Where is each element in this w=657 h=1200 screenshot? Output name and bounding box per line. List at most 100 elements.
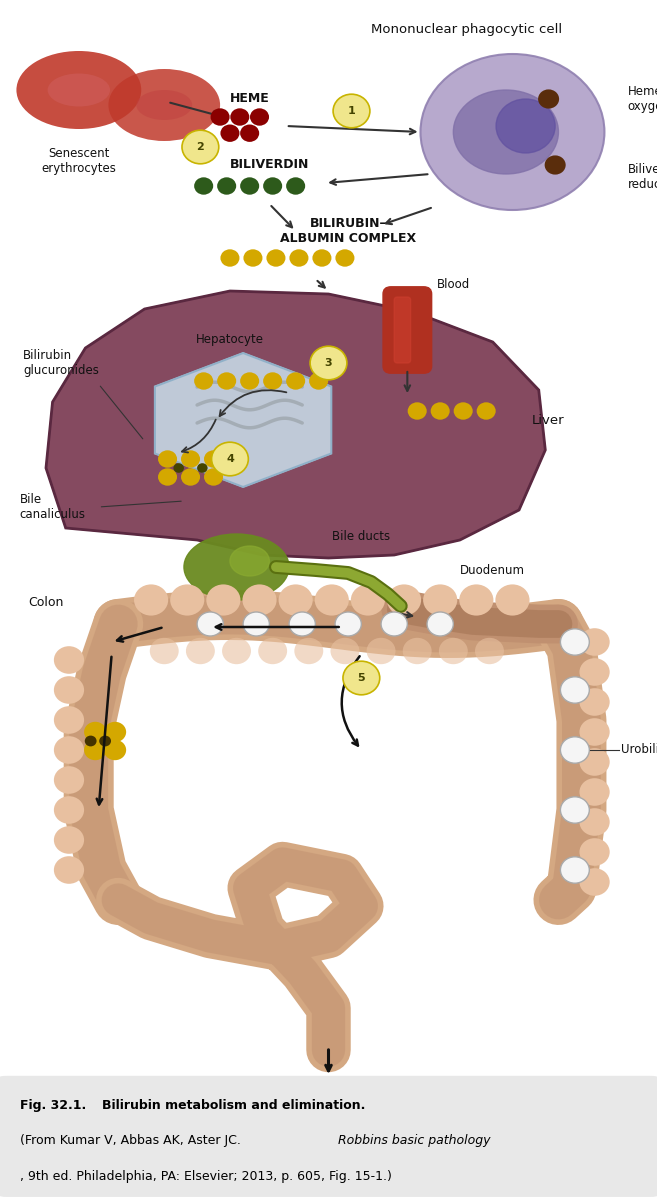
Circle shape	[560, 737, 589, 763]
Circle shape	[315, 584, 349, 616]
Text: Liver: Liver	[532, 414, 565, 426]
Circle shape	[310, 346, 347, 379]
Ellipse shape	[48, 73, 110, 107]
Text: 4: 4	[226, 454, 234, 464]
Circle shape	[240, 178, 259, 194]
Circle shape	[343, 661, 380, 695]
Circle shape	[54, 826, 84, 854]
Circle shape	[54, 766, 84, 794]
Text: Robbins basic pathology: Robbins basic pathology	[338, 1134, 491, 1147]
Text: Mononuclear phagocytic cell: Mononuclear phagocytic cell	[371, 24, 562, 36]
Circle shape	[427, 612, 453, 636]
Circle shape	[197, 612, 223, 636]
FancyBboxPatch shape	[394, 298, 411, 362]
Circle shape	[579, 688, 610, 715]
Circle shape	[560, 629, 589, 655]
Circle shape	[495, 584, 530, 616]
Text: , 9th ed. Philadelphia, PA: Elsevier; 2013, p. 605, Fig. 15-1.): , 9th ed. Philadelphia, PA: Elsevier; 20…	[20, 1170, 392, 1183]
Ellipse shape	[496, 98, 555, 152]
Circle shape	[258, 637, 287, 665]
Circle shape	[194, 372, 213, 390]
Circle shape	[335, 612, 361, 636]
FancyBboxPatch shape	[383, 287, 432, 373]
Circle shape	[267, 250, 285, 266]
Ellipse shape	[108, 68, 220, 140]
Text: Bile ducts: Bile ducts	[332, 530, 390, 544]
Circle shape	[250, 108, 269, 126]
Circle shape	[381, 612, 407, 636]
Circle shape	[210, 108, 230, 126]
Text: 1: 1	[348, 106, 355, 116]
Text: Blood: Blood	[437, 278, 470, 292]
Circle shape	[335, 250, 355, 266]
Circle shape	[579, 869, 610, 895]
Text: Colon: Colon	[28, 596, 64, 610]
Circle shape	[313, 250, 332, 266]
Circle shape	[197, 463, 208, 473]
Circle shape	[475, 637, 504, 665]
Circle shape	[309, 372, 328, 390]
Circle shape	[279, 584, 313, 616]
Polygon shape	[155, 353, 331, 487]
Text: Biliverdin
reductase: Biliverdin reductase	[627, 163, 657, 191]
Circle shape	[243, 612, 269, 636]
Circle shape	[403, 637, 432, 665]
Circle shape	[220, 125, 239, 142]
Circle shape	[477, 402, 496, 420]
Circle shape	[206, 584, 240, 616]
Circle shape	[560, 857, 589, 883]
Circle shape	[217, 372, 237, 390]
Text: 3: 3	[325, 358, 332, 368]
Text: Urobilinogen: Urobilinogen	[621, 744, 657, 756]
Circle shape	[85, 736, 97, 746]
Circle shape	[286, 178, 305, 194]
Circle shape	[230, 108, 250, 126]
Circle shape	[54, 797, 84, 823]
Circle shape	[289, 250, 309, 266]
Circle shape	[194, 178, 213, 194]
Circle shape	[579, 749, 610, 775]
Circle shape	[204, 450, 223, 468]
Circle shape	[182, 130, 219, 163]
Circle shape	[333, 95, 370, 127]
Circle shape	[212, 443, 248, 475]
Circle shape	[158, 450, 177, 468]
Circle shape	[84, 739, 106, 761]
Circle shape	[54, 857, 84, 883]
Circle shape	[54, 706, 84, 733]
Circle shape	[134, 584, 168, 616]
Text: BILIRUBIN–
ALBUMIN COMPLEX: BILIRUBIN– ALBUMIN COMPLEX	[280, 217, 417, 245]
Circle shape	[54, 736, 84, 764]
Polygon shape	[46, 290, 545, 558]
Circle shape	[407, 402, 427, 420]
Text: Hepatocyte: Hepatocyte	[196, 332, 264, 346]
Circle shape	[387, 584, 421, 616]
Circle shape	[439, 637, 468, 665]
Circle shape	[579, 809, 610, 835]
Circle shape	[204, 468, 223, 486]
Text: HEME: HEME	[230, 92, 269, 106]
FancyBboxPatch shape	[0, 1076, 657, 1196]
Circle shape	[459, 584, 493, 616]
Circle shape	[560, 677, 589, 703]
Circle shape	[243, 250, 263, 266]
Circle shape	[220, 250, 239, 266]
Ellipse shape	[420, 54, 604, 210]
Circle shape	[104, 739, 126, 761]
Circle shape	[579, 718, 610, 745]
Circle shape	[579, 838, 610, 866]
Ellipse shape	[16, 50, 141, 128]
Circle shape	[453, 402, 472, 420]
Ellipse shape	[453, 90, 558, 174]
Circle shape	[431, 402, 449, 420]
Circle shape	[84, 721, 106, 742]
Circle shape	[289, 612, 315, 636]
Text: 5: 5	[357, 673, 365, 683]
Text: (From Kumar V, Abbas AK, Aster JC.: (From Kumar V, Abbas AK, Aster JC.	[20, 1134, 244, 1147]
Circle shape	[538, 90, 559, 108]
Text: Bilirubin metabolism and elimination.: Bilirubin metabolism and elimination.	[102, 1099, 365, 1112]
Text: Heme
oxygenase: Heme oxygenase	[627, 85, 657, 113]
Text: BILIVERDIN: BILIVERDIN	[230, 158, 309, 172]
Ellipse shape	[230, 546, 269, 576]
Circle shape	[367, 637, 396, 665]
